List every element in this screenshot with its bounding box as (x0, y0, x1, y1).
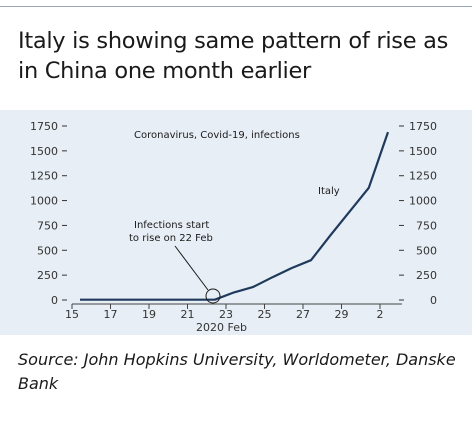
x-tick-label: 2 (377, 308, 384, 321)
x-tick-label: 19 (142, 308, 156, 321)
y-axis-left: 0 250 500 750 1000 1250 1500 1750 (30, 120, 67, 307)
line-chart: Coronavirus, Covid-19, infections 025050… (30, 120, 437, 334)
y-tick-label-left: 1750 (30, 120, 58, 133)
annotation-arrow (174, 245, 209, 291)
x-tick-label: 23 (219, 308, 233, 321)
x-tick-label: 25 (258, 308, 272, 321)
x-tick-label: 29 (335, 308, 349, 321)
chart-subtitle: Coronavirus, Covid-19, infections (134, 130, 300, 141)
x-axis: 15 17 19 21 23 25 27 29 2 (65, 303, 402, 321)
x-tick-label: 27 (296, 308, 310, 321)
y-tick-label-right: 1500 (409, 145, 437, 158)
x-tick-label: 17 (104, 308, 118, 321)
y-tick-label-right: 1000 (409, 195, 437, 208)
annotation-line-1: Infections start (134, 220, 209, 231)
y-tick-label-right: 250 (416, 269, 437, 282)
y-tick-label-left: 1250 (30, 170, 58, 183)
y-tick-label-left: 750 (37, 219, 58, 232)
source-note: Source: John Hopkins University, Worldom… (18, 350, 456, 393)
series-label-italy: Italy (318, 186, 340, 197)
x-axis-title: 2020 Feb (196, 321, 247, 334)
annotation-circle (205, 288, 221, 304)
series-layer (79, 131, 390, 301)
x-tick-label: 15 (65, 308, 79, 321)
chart-panel (0, 110, 472, 335)
y-tick-label-left: 250 (37, 269, 58, 282)
y-tick-label-left: 500 (37, 244, 58, 257)
y-tick-label-left: 0 (51, 294, 58, 307)
annotation-line-2: to rise on 22 Feb (129, 233, 213, 244)
y-tick-label-right: 1750 (409, 120, 437, 133)
chart-title: Italy is showing same pattern of rise as… (18, 28, 449, 84)
y-axis-right: 0 250 500 750 1000 1250 1500 1750 (399, 120, 437, 307)
y-tick-label-left: 1000 (30, 195, 58, 208)
y-tick-label-left: 1500 (30, 145, 58, 158)
y-tick-label-right: 750 (416, 219, 437, 232)
x-tick-label: 21 (181, 308, 195, 321)
series-line-italy (80, 131, 390, 301)
y-tick-label-right: 0 (430, 294, 437, 307)
top-rule (0, 6, 472, 7)
y-tick-label-right: 500 (416, 244, 437, 257)
y-tick-label-right: 1250 (409, 170, 437, 183)
